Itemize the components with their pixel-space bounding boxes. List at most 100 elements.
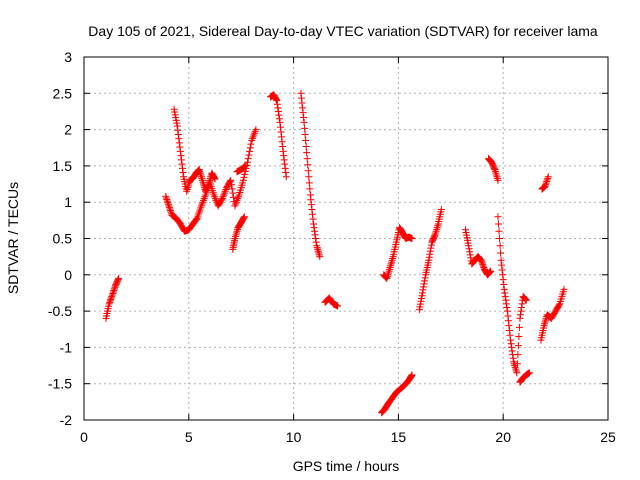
data-point — [220, 189, 228, 197]
data-point — [434, 222, 442, 230]
x-tick-label: 15 — [391, 429, 407, 445]
data-point — [419, 289, 427, 297]
data-point — [248, 136, 256, 144]
data-point — [510, 358, 518, 366]
data-point — [543, 178, 551, 186]
y-tick-labels: -2 -1.5 -1 -0.5 0 0.5 1 1.5 2 2.5 3 — [48, 49, 72, 428]
data-point — [204, 181, 212, 189]
data-point — [502, 296, 510, 304]
data-point — [512, 365, 520, 373]
data-point — [490, 164, 498, 172]
data-point — [234, 195, 242, 203]
data-point — [196, 169, 204, 177]
data-point — [310, 224, 318, 232]
data-point — [110, 286, 118, 294]
data-point — [498, 261, 506, 269]
data-point — [162, 194, 170, 202]
data-point — [212, 196, 220, 204]
data-point — [311, 231, 319, 239]
data-point — [301, 124, 309, 132]
data-point — [175, 135, 183, 143]
data-point — [499, 271, 507, 279]
data-point — [307, 201, 315, 209]
data-point — [245, 151, 253, 159]
data-point — [420, 283, 428, 291]
data-point — [300, 118, 308, 126]
data-point — [195, 166, 203, 174]
data-point — [233, 196, 241, 204]
data-point — [231, 233, 239, 241]
data-point — [108, 291, 116, 299]
data-point — [505, 322, 513, 330]
data-point — [299, 109, 307, 117]
data-point — [492, 169, 500, 177]
y-tick-label: -1 — [60, 339, 73, 355]
x-tick-labels: 0 5 10 15 20 25 — [80, 429, 616, 445]
data-point — [522, 296, 530, 304]
data-point — [432, 229, 440, 237]
data-point — [198, 175, 206, 183]
data-point — [505, 326, 513, 334]
data-point — [252, 126, 260, 134]
data-point — [313, 242, 321, 250]
data-point — [466, 251, 474, 259]
data-point — [303, 149, 311, 157]
data-point — [165, 203, 173, 211]
data-point — [541, 320, 549, 328]
data-point — [219, 193, 227, 201]
data-point — [543, 176, 551, 184]
data-point — [478, 259, 486, 267]
data-point — [231, 235, 239, 242]
data-point — [243, 158, 251, 166]
data-point — [281, 160, 289, 168]
data-point — [487, 158, 495, 166]
data-point — [227, 181, 235, 189]
data-point — [514, 342, 522, 350]
data-point — [426, 247, 434, 255]
data-point — [315, 249, 323, 257]
data-point — [274, 104, 282, 112]
data-point — [240, 163, 248, 171]
data-point — [114, 276, 122, 284]
data-point — [426, 250, 434, 258]
data-point — [425, 253, 433, 261]
data-point — [205, 180, 213, 188]
data-point — [178, 160, 186, 168]
data-point — [384, 269, 392, 277]
data-point — [163, 196, 171, 204]
data-point — [195, 166, 203, 174]
data-point — [106, 297, 114, 305]
data-point — [521, 294, 529, 302]
data-point — [200, 195, 208, 203]
data-point — [197, 171, 205, 179]
y-axis-label: SDTVAR / TECUs — [5, 182, 21, 294]
data-point — [166, 205, 174, 213]
data-point — [227, 176, 235, 184]
data-point — [311, 227, 319, 235]
data-point — [509, 354, 517, 362]
y-tick-label: 2 — [64, 122, 72, 138]
data-point — [382, 274, 390, 282]
data-point — [478, 258, 486, 266]
data-point — [179, 164, 187, 172]
data-point — [389, 254, 397, 262]
data-point — [419, 286, 427, 294]
data-point — [211, 195, 219, 203]
data-point — [408, 371, 416, 379]
data-point — [174, 126, 182, 134]
data-point — [250, 129, 258, 137]
data-point — [383, 273, 391, 281]
data-point — [206, 176, 214, 184]
data-point — [499, 276, 507, 284]
data-point — [232, 200, 240, 208]
data-point — [385, 267, 393, 275]
data-point — [201, 193, 209, 201]
x-tick-label: 0 — [80, 429, 88, 445]
data-point — [275, 115, 283, 123]
data-point — [241, 162, 249, 170]
data-point — [107, 294, 115, 302]
data-point — [183, 185, 191, 193]
data-point — [304, 167, 312, 175]
data-point — [246, 147, 254, 155]
data-point — [316, 253, 324, 261]
